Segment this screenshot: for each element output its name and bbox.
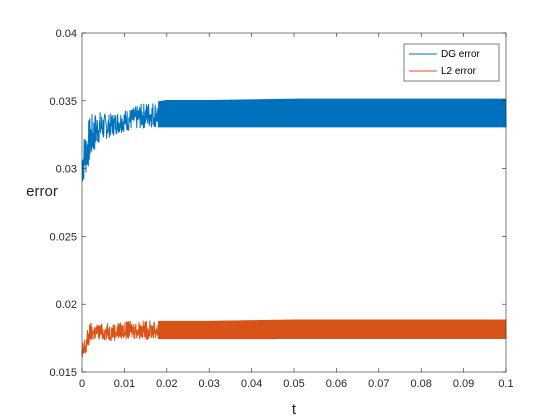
series-line-1 xyxy=(81,319,507,357)
x-tick-label: 0.08 xyxy=(410,378,431,390)
legend: DG error L2 error xyxy=(403,43,500,82)
legend-label-l2: L2 error xyxy=(441,66,477,77)
y-tick-label: 0.035 xyxy=(49,96,77,108)
x-tick-label: 0.04 xyxy=(241,378,262,390)
x-tick-label: 0.1 xyxy=(498,378,513,390)
x-tick-label: 0.06 xyxy=(326,378,347,390)
x-tick-label: 0.03 xyxy=(198,378,219,390)
x-tick-label: 0.01 xyxy=(114,378,135,390)
y-tick-label: 0.02 xyxy=(56,299,77,311)
x-tick-label: 0.05 xyxy=(283,378,304,390)
legend-label-dg: DG error xyxy=(441,49,481,60)
y-tick-label: 0.025 xyxy=(49,231,77,243)
legend-box xyxy=(403,43,500,82)
y-tick-label: 0.04 xyxy=(56,28,77,40)
y-tick-label: 0.03 xyxy=(56,164,77,176)
x-tick-label: 0.02 xyxy=(156,378,177,390)
x-tick-label: 0.09 xyxy=(453,378,474,390)
ticks-layer: 0 0.01 0.02 0.03 0.04 0.05 0.06 0.07 0.08 0.09 0.1… xyxy=(49,28,513,390)
series-layer xyxy=(81,98,507,357)
x-axis-title: t xyxy=(292,401,297,418)
x-tick-label: 0.07 xyxy=(368,378,389,390)
x-tick-label: 0 xyxy=(79,378,85,390)
series-line-0 xyxy=(81,98,507,182)
y-tick-label: 0.015 xyxy=(49,367,77,379)
plot-area xyxy=(82,33,506,372)
y-axis-title: error xyxy=(26,183,58,200)
